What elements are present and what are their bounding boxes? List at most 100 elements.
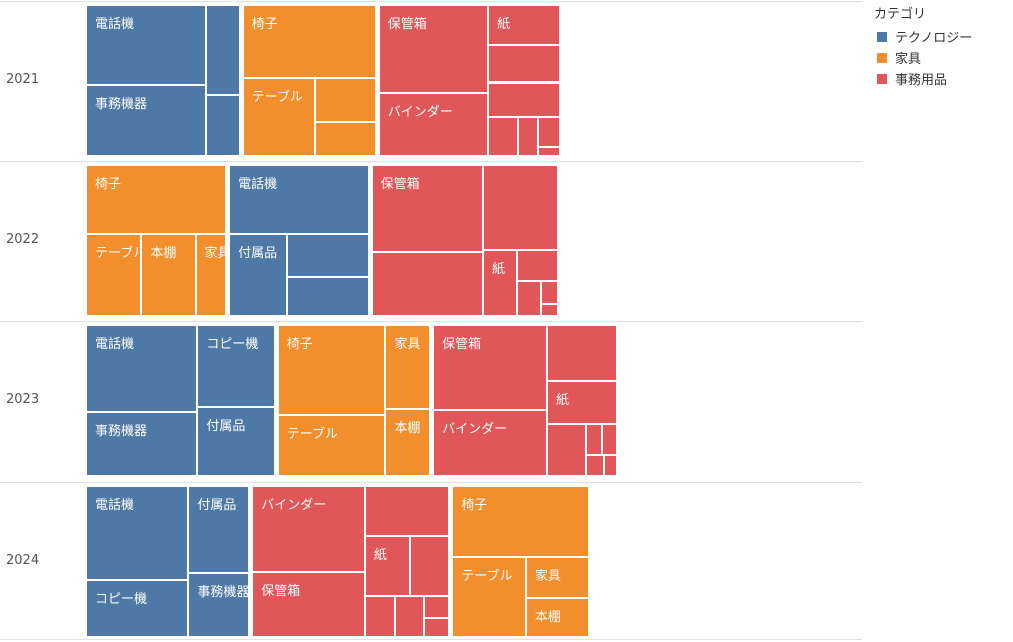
treemap-cell-2024-保管箱[interactable]: 保管箱 [252, 571, 365, 637]
treemap-cell-2021-事務機器[interactable]: 事務機器 [86, 85, 207, 156]
treemap-cell-2021-事務用品-4[interactable] [518, 117, 539, 156]
treemap-cell-2021-家具-1[interactable] [315, 77, 376, 123]
treemap-cell-label: 本棚 [534, 610, 561, 626]
legend-swatch-office-supplies [877, 73, 887, 84]
treemap-cell-2024-事務用品-4[interactable] [395, 595, 424, 637]
treemap-cell-2022-テクノロジー-2[interactable] [287, 276, 369, 316]
treemap-cell-label: 保管箱 [380, 177, 420, 192]
treemap-cell-2022-本棚[interactable]: 本棚 [141, 233, 196, 316]
treemap-cell-label: テーブル [251, 89, 303, 105]
treemap-cell-2022-椅子[interactable]: 椅子 [86, 165, 227, 234]
treemap-cell-2023-事務用品-4[interactable] [601, 423, 618, 455]
treemap-cell-2022-事務用品-6[interactable] [541, 304, 558, 316]
treemap-cell-2023-バインダー[interactable]: バインダー [433, 409, 548, 476]
row-divider [0, 1, 862, 2]
treemap-cell-label: 付属品 [238, 246, 278, 262]
treemap-cell-2023-事務用品-2[interactable] [547, 423, 586, 476]
legend-item-furniture[interactable]: 家具 [874, 47, 972, 68]
treemap-cell-2022-事務用品-4[interactable] [516, 280, 542, 316]
year-label-2023: 2023 [6, 391, 40, 407]
treemap-cell-2023-付属品[interactable]: 付属品 [197, 407, 275, 476]
treemap-cell-2023-家具[interactable]: 家具 [385, 325, 431, 410]
treemap-cell-2023-椅子[interactable]: 椅子 [277, 325, 386, 415]
treemap-cell-label: 紙 [373, 548, 387, 564]
treemap-cell-2022-事務用品-2[interactable] [483, 165, 558, 251]
treemap-cell-2022-保管箱[interactable]: 保管箱 [371, 165, 484, 252]
treemap-cell-2024-事務用品-3[interactable] [364, 595, 396, 637]
treemap-cell-label: バインダー [387, 105, 453, 121]
treemap-cell-label: 家具 [534, 568, 561, 584]
treemap-cell-2024-付属品[interactable]: 付属品 [188, 486, 250, 574]
legend-label-office-supplies: 事務用品 [895, 73, 948, 88]
treemap-cell-label: 紙 [497, 17, 511, 32]
treemap-cell-2024-本棚[interactable]: 本棚 [525, 598, 589, 637]
treemap-cell-2024-テーブル[interactable]: テーブル [452, 556, 526, 637]
treemap-cell-2021-事務用品-3[interactable] [488, 117, 519, 156]
treemap-cell-2023-事務用品-3[interactable] [585, 423, 602, 455]
treemap-cell-2021-家具-2[interactable] [315, 122, 376, 156]
treemap-cell-2022-電話機[interactable]: 電話機 [229, 165, 369, 235]
treemap-cell-2023-事務用品-1[interactable] [547, 325, 618, 382]
treemap-cell-2024-事務機器[interactable]: 事務機器 [188, 573, 249, 637]
treemap-cell-2021-テクノロジー-1[interactable] [206, 5, 240, 96]
treemap-cell-2023-保管箱[interactable]: 保管箱 [433, 325, 548, 410]
treemap-cell-2024-バインダー[interactable]: バインダー [252, 486, 365, 572]
treemap-cell-label: バインダー [261, 498, 327, 513]
treemap-cell-2023-コピー機[interactable]: コピー機 [197, 325, 275, 408]
treemap-cell-label: 電話機 [238, 177, 278, 192]
treemap-cell-2021-バインダー[interactable]: バインダー [378, 93, 489, 156]
treemap-cell-2024-コピー機[interactable]: コピー機 [86, 580, 189, 637]
legend-label-furniture: 家具 [895, 52, 922, 67]
treemap-cell-2023-事務用品-5[interactable] [585, 454, 604, 476]
treemap-cell-2021-テクノロジー-2[interactable] [206, 95, 240, 156]
treemap-cell-2023-紙[interactable]: 紙 [547, 381, 618, 424]
treemap-cell-2021-事務用品-5[interactable] [538, 117, 561, 148]
treemap-cell-2021-電話機[interactable]: 電話機 [86, 5, 207, 86]
legend-item-office-supplies[interactable]: 事務用品 [874, 68, 972, 89]
treemap-cell-label: 電話機 [95, 498, 135, 513]
treemap-cell-label: 椅子 [461, 498, 488, 513]
treemap-cell-2022-テクノロジー-1[interactable] [287, 234, 369, 277]
treemap-cell-label: テーブル [461, 568, 513, 584]
treemap-cell-2023-事務用品-6[interactable] [603, 454, 618, 476]
treemap-cell-2024-家具[interactable]: 家具 [525, 556, 589, 599]
treemap-cell-2023-電話機[interactable]: 電話機 [86, 325, 198, 412]
treemap-cell-label: コピー機 [206, 337, 259, 352]
treemap-cell-2024-事務用品-1[interactable] [364, 486, 450, 537]
treemap-cell-label: 電話機 [95, 337, 135, 352]
treemap-cell-label: 事務機器 [197, 585, 250, 601]
row-divider [0, 321, 862, 322]
treemap-cell-2021-事務用品-6[interactable] [538, 147, 561, 156]
treemap-cell-2022-テーブル[interactable]: テーブル [86, 233, 146, 316]
treemap-cell-label: 電話機 [95, 17, 135, 32]
treemap-cell-2023-本棚[interactable]: 本棚 [385, 409, 431, 476]
treemap-cell-2022-事務用品-5[interactable] [541, 280, 558, 305]
treemap-cell-2021-事務用品-1[interactable] [488, 45, 561, 83]
treemap-cell-2022-事務用品-3[interactable] [516, 250, 558, 281]
treemap-cell-label: 本棚 [150, 245, 177, 261]
treemap-cell-2023-事務機器[interactable]: 事務機器 [86, 411, 198, 476]
treemap-cell-2023-テーブル[interactable]: テーブル [277, 414, 386, 476]
treemap-cell-label: テーブル [286, 426, 339, 442]
treemap-cell-2024-事務用品-5[interactable] [423, 595, 450, 619]
treemap-cell-2022-紙[interactable]: 紙 [483, 250, 517, 316]
treemap-cell-2024-紙[interactable]: 紙 [364, 536, 411, 596]
treemap-cell-2021-テーブル[interactable]: テーブル [242, 77, 316, 156]
treemap-cell-2024-電話機[interactable]: 電話機 [86, 486, 189, 581]
treemap-cell-2024-事務用品-6[interactable] [423, 618, 450, 637]
treemap-cell-label: 本棚 [394, 421, 421, 437]
treemap-cell-2021-事務用品-2[interactable] [488, 82, 561, 118]
treemap-cell-2021-保管箱[interactable]: 保管箱 [378, 5, 489, 94]
treemap-cell-2022-付属品[interactable]: 付属品 [229, 234, 288, 316]
treemap-cell-2022-家具[interactable]: 家具 [195, 233, 231, 316]
treemap-cell-label: 家具 [394, 337, 421, 352]
treemap-cell-2021-紙[interactable]: 紙 [488, 5, 561, 46]
treemap-cell-2024-事務用品-2[interactable] [410, 536, 450, 596]
treemap-cell-2022-事務用品-1[interactable] [371, 251, 484, 316]
legend-label-technology: テクノロジー [895, 31, 973, 46]
treemap-cell-2024-椅子[interactable]: 椅子 [452, 486, 589, 557]
legend-item-technology[interactable]: テクノロジー [874, 26, 972, 47]
treemap-cell-2021-椅子[interactable]: 椅子 [242, 5, 376, 78]
treemap-cell-label: 事務機器 [95, 423, 148, 439]
